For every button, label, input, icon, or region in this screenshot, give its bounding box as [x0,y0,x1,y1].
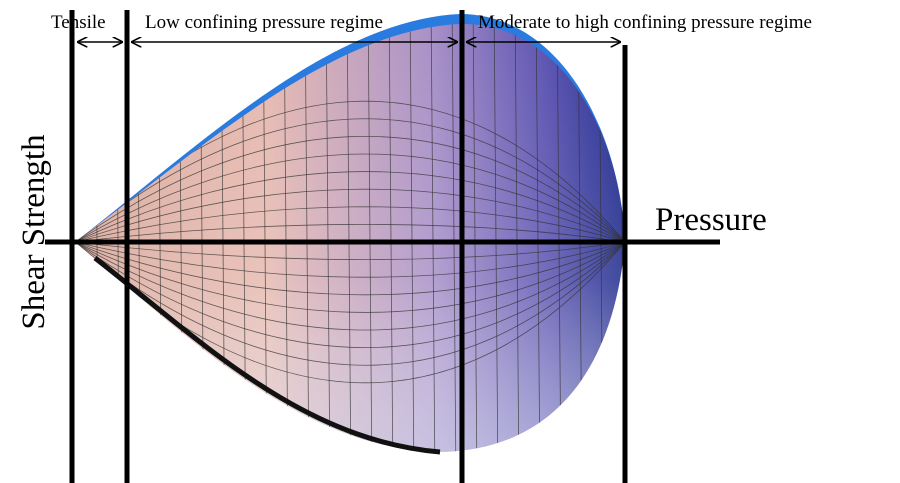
page: Tensile Low confining pressure regime Mo… [0,0,900,483]
diagram: Tensile Low confining pressure regime Mo… [0,0,900,483]
region-label: Tensile [51,12,106,33]
y-axis-label: Shear Strength [16,134,52,330]
x-axis-label: Pressure [655,202,767,238]
region-label: Low confining pressure regime [145,12,383,33]
region-label: Moderate to high confining pressure regi… [478,12,812,33]
